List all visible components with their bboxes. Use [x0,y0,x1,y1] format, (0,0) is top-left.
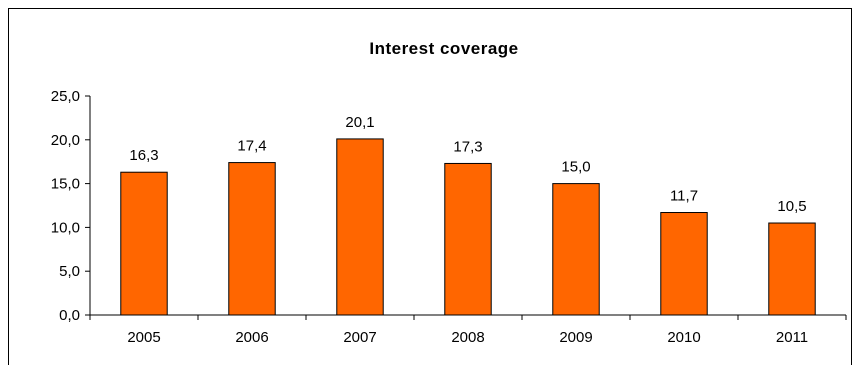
y-tick-label: 0,0 [59,307,80,324]
x-tick-label-2006: 2006 [235,329,268,346]
y-tick-label: 25,0 [51,88,80,105]
bars [120,138,816,316]
bar-2008 [444,162,492,316]
value-label-2011: 10,5 [777,198,806,215]
y-axis: 0,0 5,0 10,0 15,0 20,0 25,0 [51,88,91,324]
value-labels: 16,3 17,4 20,1 17,3 15,0 11,7 10,5 [129,114,806,215]
bar-2011 [768,222,816,316]
y-tick-label: 20,0 [51,132,80,149]
x-tick-label-2008: 2008 [451,329,484,346]
y-tick-label: 5,0 [59,263,80,280]
bar-2006 [228,162,276,316]
value-label-2009: 15,0 [561,159,590,176]
x-tick-label-2005: 2005 [127,329,160,346]
y-tick-label: 15,0 [51,176,80,193]
y-tick-label: 10,0 [51,219,80,236]
x-tick-label-2011: 2011 [776,329,808,346]
chart-svg: Interest coverage 0,0 5,0 10,0 15,0 20,0 25,0… [8,8,852,365]
value-label-2006: 17,4 [237,138,266,155]
x-axis: 2005 2006 2007 2008 2009 2010 2011 [89,314,847,346]
value-label-2010: 11,7 [670,188,698,205]
value-label-2008: 17,3 [453,138,482,155]
value-label-2005: 16,3 [129,147,158,164]
chart-frame-border [8,8,852,365]
bar-2007 [336,138,384,316]
x-tick-label-2009: 2009 [559,329,592,346]
chart-container: Interest coverage 0,0 5,0 10,0 15,0 20,0 25,0… [8,8,852,365]
bar-2005 [120,171,168,316]
x-tick-label-2010: 2010 [667,329,700,346]
bar-2010 [660,212,708,316]
chart-title: Interest coverage [369,39,518,58]
x-tick-label-2007: 2007 [343,329,376,346]
bar-2009 [552,183,600,316]
value-label-2007: 20,1 [345,114,374,131]
